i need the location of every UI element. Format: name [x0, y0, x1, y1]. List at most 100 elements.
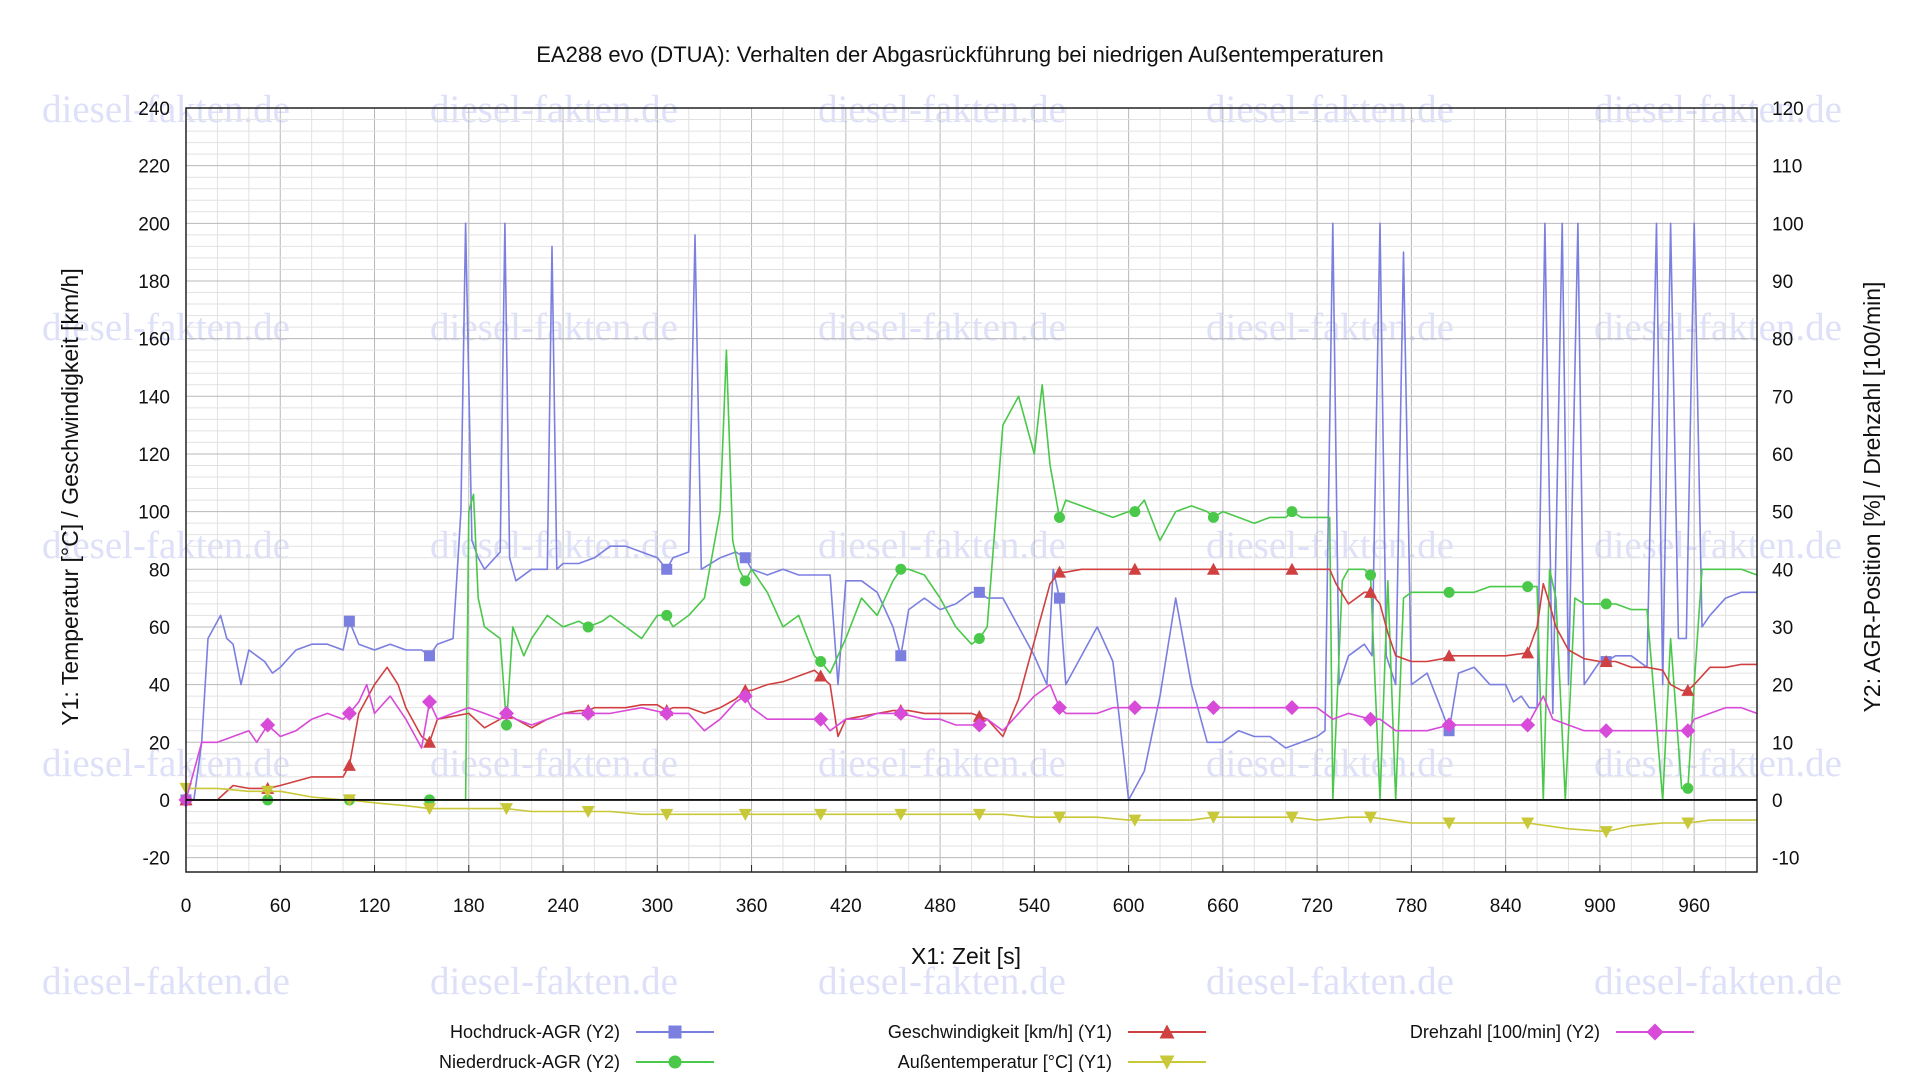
data-point-marker: [814, 808, 828, 821]
y-right-tick-label: 90: [1772, 272, 1793, 293]
data-point-marker: [1285, 562, 1299, 575]
y-left-tick-label: 100: [138, 503, 170, 524]
watermark-text: diesel-fakten.de: [1206, 88, 1454, 131]
data-point-marker: [1053, 511, 1065, 523]
data-point-marker: [895, 563, 907, 575]
data-point-marker: [739, 552, 751, 564]
series-line: [186, 568, 1757, 801]
y-left-tick-label: 140: [138, 387, 170, 408]
data-point-marker: [1442, 817, 1456, 830]
data-point-marker: [737, 688, 753, 704]
series-5: [178, 683, 1758, 808]
x-tick-label: 780: [1396, 896, 1428, 917]
legend-label: Außentemperatur [°C] (Y1): [898, 1052, 1112, 1072]
x-tick-label: 900: [1584, 896, 1616, 917]
data-point-marker: [1364, 585, 1378, 598]
data-point-marker: [893, 705, 909, 721]
x-tick-label: 600: [1113, 896, 1145, 917]
legend-label: Niederdruck-AGR (Y2): [439, 1052, 620, 1072]
data-point-marker: [1443, 586, 1455, 598]
y-right-tick-label: 0: [1772, 791, 1783, 812]
y-left-tick-label: 240: [138, 99, 170, 120]
data-point-marker: [581, 805, 595, 818]
watermark-text: diesel-fakten.de: [430, 960, 678, 1003]
data-point-marker: [1365, 569, 1377, 581]
data-point-marker: [815, 656, 827, 668]
y-right-tick-label: 50: [1772, 503, 1793, 524]
data-point-marker: [814, 669, 828, 682]
data-point-marker: [1681, 817, 1695, 830]
legend: Hochdruck-AGR (Y2) Niederdruck-AGR (Y2) Ge…: [439, 1022, 1694, 1072]
data-point-marker: [659, 705, 675, 721]
x-tick-label: 960: [1678, 896, 1710, 917]
data-point-marker: [813, 711, 829, 727]
watermark-text: diesel-fakten.de: [1206, 742, 1454, 785]
data-point-marker: [1285, 811, 1299, 824]
legend-marker: [1159, 1055, 1175, 1070]
y-right-tick-label: 30: [1772, 618, 1793, 639]
data-point-marker: [1205, 700, 1221, 716]
y-left-tick-label: 40: [149, 676, 170, 697]
data-point-marker: [894, 808, 908, 821]
data-point-marker: [972, 709, 986, 722]
watermark-text: diesel-fakten.de: [430, 524, 678, 567]
data-point-marker: [1682, 782, 1694, 794]
data-point-marker: [582, 621, 594, 633]
y-left-tick-label: 180: [138, 272, 170, 293]
y-left-tick-label: 200: [138, 214, 170, 235]
data-point-marker: [1364, 811, 1378, 824]
y-right-tick-label: 20: [1772, 676, 1793, 697]
data-point-marker: [1286, 506, 1298, 518]
grid-lines: [185, 107, 1758, 872]
legend-item: Niederdruck-AGR (Y2): [439, 1052, 714, 1072]
y-left-axis-title: Y1: Temperatur [°C] / Geschwindigkeit [k…: [57, 268, 83, 725]
data-point-marker: [1680, 723, 1696, 739]
y-left-tick-label: 160: [138, 330, 170, 351]
data-point-marker: [1600, 598, 1612, 610]
data-point-marker: [971, 717, 987, 733]
data-point-marker: [1053, 592, 1065, 604]
data-point-marker: [1129, 506, 1141, 518]
x-tick-label: 0: [181, 896, 192, 917]
watermark-text: diesel-fakten.de: [1206, 960, 1454, 1003]
data-point-marker: [973, 632, 985, 644]
watermark-text: diesel-fakten.de: [430, 742, 678, 785]
data-point-marker: [341, 705, 357, 721]
data-point-marker: [895, 650, 907, 662]
data-point-marker: [1052, 565, 1066, 578]
y-left-tick-label: 0: [159, 791, 170, 812]
data-point-marker: [1441, 717, 1457, 733]
y-left-tick-label: 20: [149, 733, 170, 754]
data-point-marker: [498, 705, 514, 721]
y-right-tick-label: 120: [1772, 99, 1804, 120]
data-point-marker: [1442, 649, 1456, 662]
legend-marker: [1646, 1023, 1664, 1041]
x-tick-label: 720: [1301, 896, 1333, 917]
data-point-marker: [660, 808, 674, 821]
data-point-marker: [423, 803, 437, 816]
data-point-marker: [739, 575, 751, 587]
data-point-marker: [1363, 711, 1379, 727]
data-point-marker: [342, 758, 356, 771]
x-tick-label: 840: [1490, 896, 1522, 917]
x-tick-label: 660: [1207, 896, 1239, 917]
data-point-marker: [1522, 581, 1534, 593]
axis-ticks: 0 60 120 180 240 300 360 420 480 540 600 660 720 780 8…: [138, 99, 1803, 917]
y-left-tick-label: 80: [149, 560, 170, 581]
data-point-marker: [1599, 655, 1613, 668]
watermark-text: diesel-fakten.de: [42, 960, 290, 1003]
plot-frame: [185, 107, 1758, 873]
series-4: [179, 782, 1757, 839]
data-point-marker: [1206, 811, 1220, 824]
y-right-axis-title: Y2: AGR-Position [%] / Drehzahl [100/min…: [1859, 282, 1885, 713]
data-point-marker: [1284, 700, 1300, 716]
data-point-marker: [499, 803, 513, 816]
y-right-tick-label: 10: [1772, 733, 1793, 754]
data-point-marker: [973, 586, 985, 598]
data-point-marker: [1051, 700, 1067, 716]
data-point-marker: [1521, 817, 1535, 830]
x-tick-label: 300: [641, 896, 673, 917]
series-3: [179, 562, 1757, 806]
data-point-marker: [500, 719, 512, 731]
